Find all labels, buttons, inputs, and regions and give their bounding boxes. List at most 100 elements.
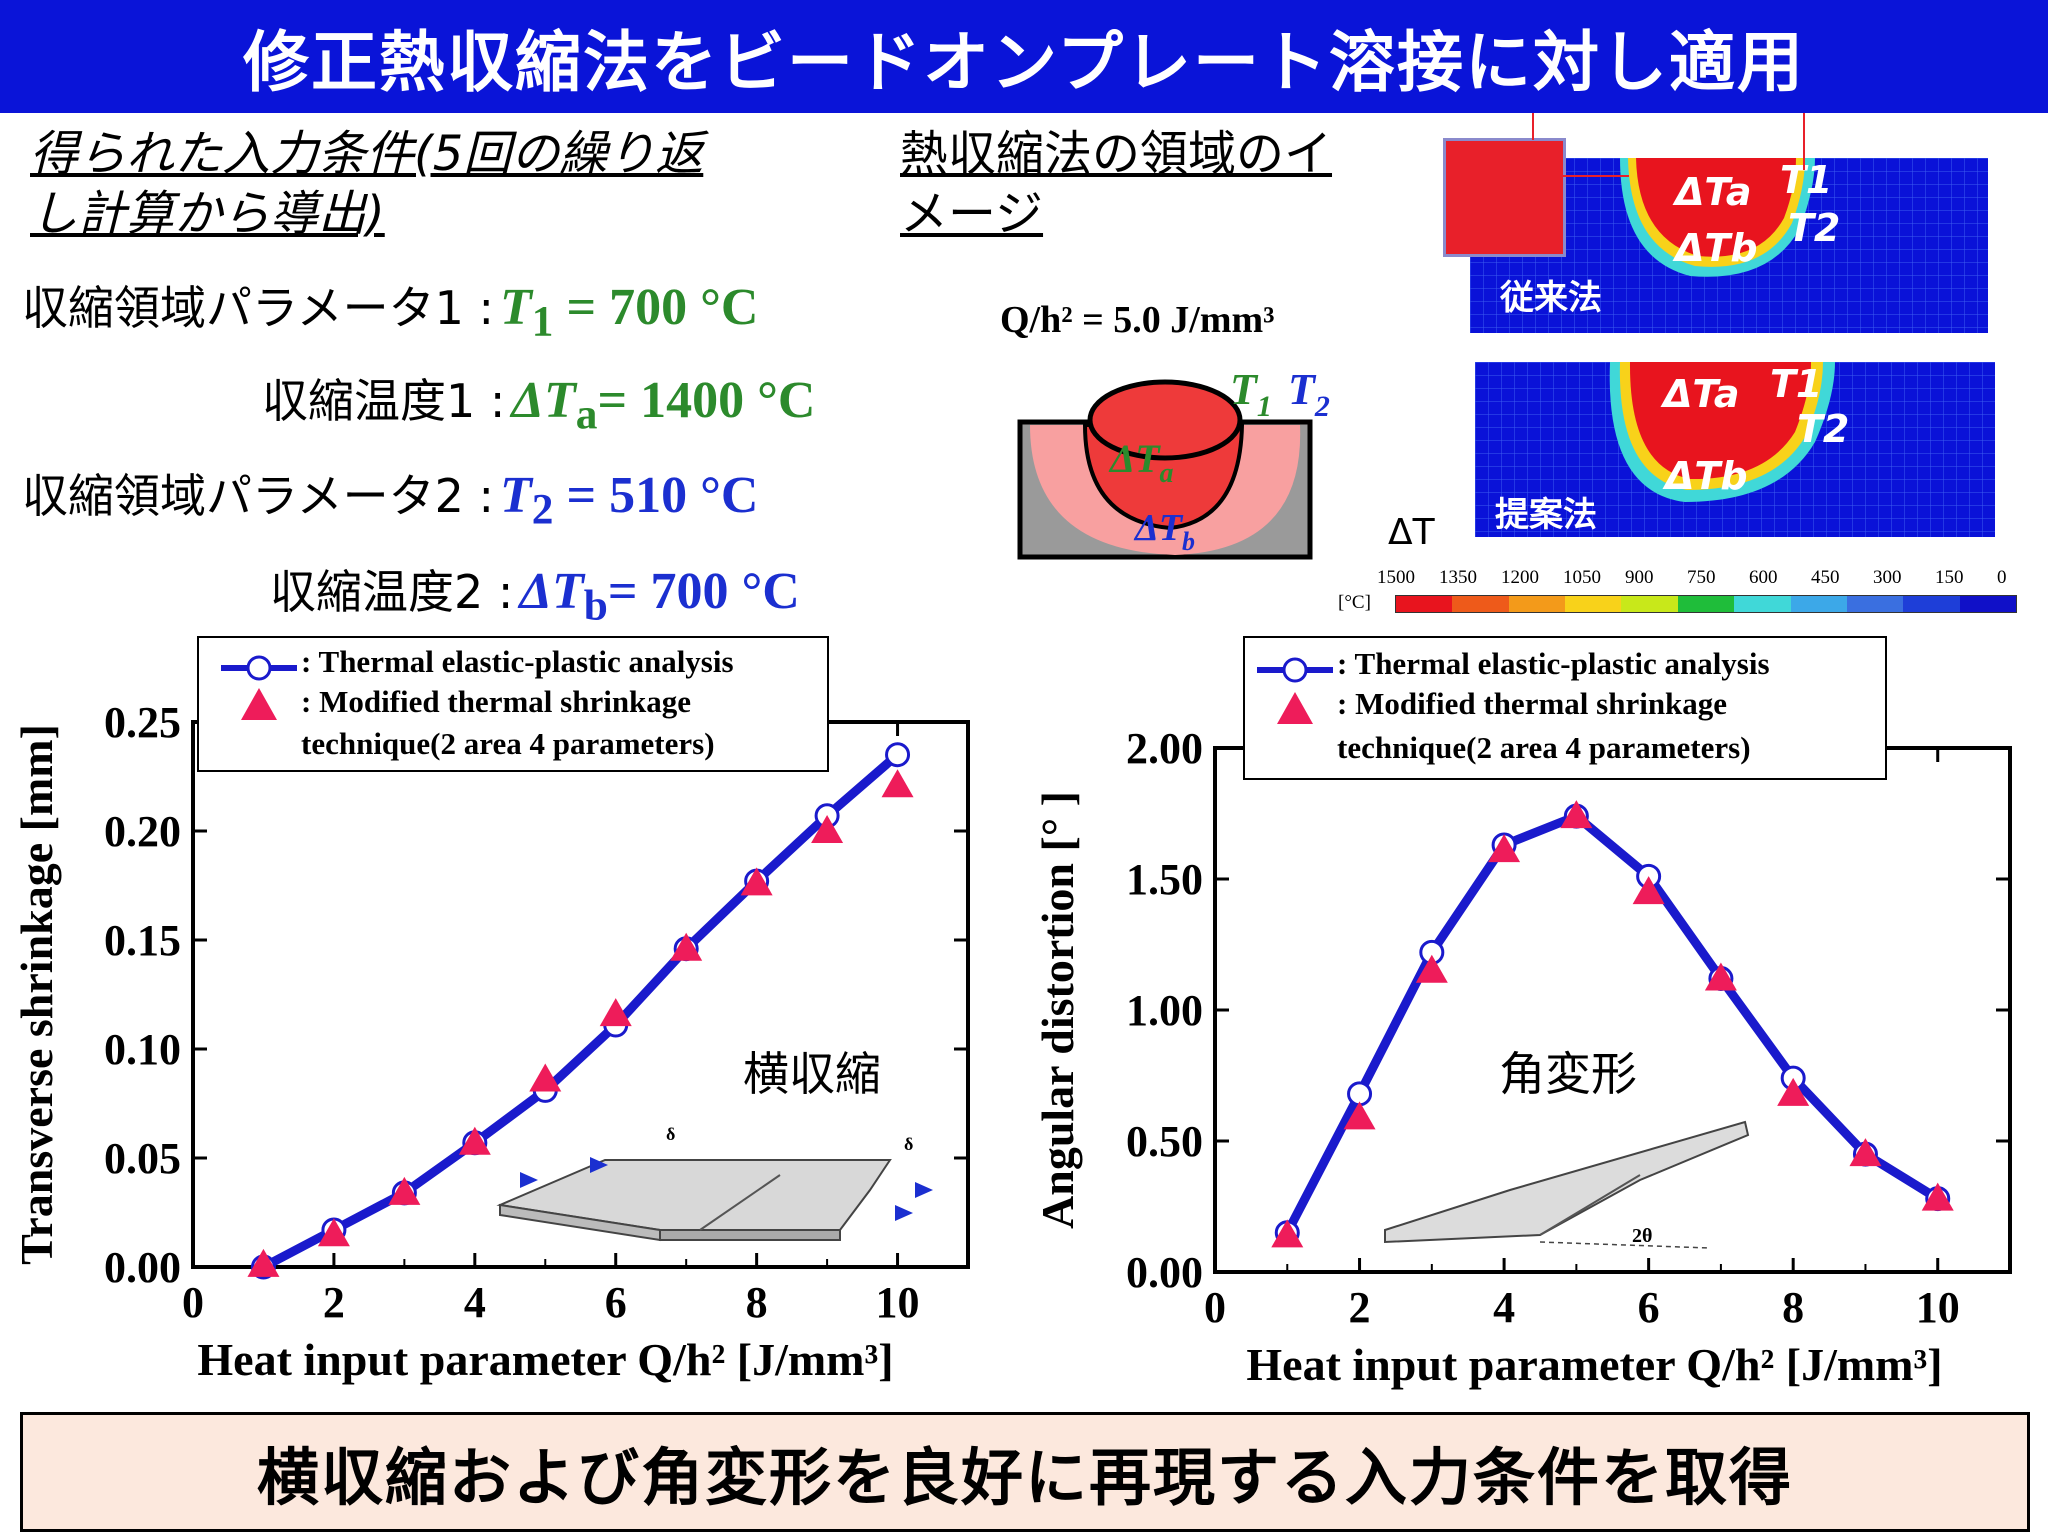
- mts-point: [1343, 1101, 1376, 1130]
- weld-line: [1539, 1174, 1641, 1236]
- chart-transverse-shrinkage: 0 2 4 6 8 10 0.00 0.05 0.10 0.15 0.20 0.25 Heat inpu…: [11, 698, 970, 1385]
- mts-point: [881, 769, 914, 798]
- schematic-dta: ΔTa: [1108, 436, 1174, 489]
- plate-sketch-distortion: 2θ: [1384, 1120, 1750, 1249]
- colorbar-segment: [1621, 596, 1678, 612]
- param-row-t2: 収縮領域パラメータ2 : T2 = 510 °C: [22, 460, 758, 534]
- sim-top-dta: ΔTa: [1675, 170, 1752, 214]
- mts-point: [670, 932, 703, 961]
- mts-point: [1271, 1219, 1304, 1248]
- conditions-heading: 得られた入力条件(5回の繰り返 し計算から導出): [30, 124, 703, 244]
- colorbar-segment: [1734, 596, 1791, 612]
- y-tick-label: 0.25: [104, 698, 181, 747]
- colorbar-segment: [1903, 596, 1960, 612]
- mts-point: [317, 1218, 350, 1247]
- x-tick-label: 8: [746, 1278, 768, 1327]
- x-tick-label: 10: [1916, 1283, 1960, 1332]
- legend-chart2: : Thermal elastic-plastic analysis : Mod…: [1243, 636, 1887, 780]
- x-tick-label: 4: [464, 1278, 486, 1327]
- legend-triangle-marker: [241, 688, 277, 720]
- colorbar-segment: [1677, 596, 1735, 612]
- schematic-dtb: ΔTb: [1133, 507, 1195, 556]
- mts-point: [1488, 834, 1521, 863]
- colorbar-tick-label: 150: [1935, 567, 1964, 588]
- sim-bottom-t1: T1: [1770, 362, 1823, 406]
- colorbar-ticks: 1500 1350 1200 1050 900 750 600 450 300 150 0: [1370, 567, 2020, 591]
- param-sub: b: [583, 581, 608, 630]
- sim-bottom-label: 提案法: [1495, 495, 1597, 535]
- param-label: 収縮温度2 :: [270, 565, 514, 619]
- y-tick-label: 0.00: [104, 1243, 181, 1292]
- conditions-heading-line2: し計算から導出): [30, 186, 385, 242]
- chart-annotation: 角変形: [1499, 1047, 1637, 1101]
- page-title: 修正熱収縮法をビードオンプレート溶接に対し適用: [242, 23, 1806, 101]
- param-number: = 700 °C: [607, 563, 800, 620]
- colorbar-tick-label: 1050: [1563, 567, 1601, 588]
- conclusion-text: 横収縮および角変形を良好に再現する入力条件を取得: [256, 1441, 1793, 1514]
- colorbar-tick-label: 1500: [1377, 567, 1415, 588]
- colorbar-tick-label: 750: [1687, 567, 1716, 588]
- weld-bead: [1087, 379, 1243, 461]
- param-row-t1: 収縮領域パラメータ1 : T1 = 700 °C: [22, 272, 758, 346]
- mts-point: [1415, 954, 1448, 983]
- title-banner: 修正熱収縮法をビードオンプレート溶接に対し適用: [0, 0, 2048, 113]
- colorbar-segment: [1846, 596, 1904, 612]
- mts-point: [1849, 1138, 1882, 1167]
- sim-bottom-dta: ΔTa: [1663, 372, 1740, 416]
- x-tick-label: 6: [1638, 1283, 1660, 1332]
- mts-point: [1560, 800, 1593, 829]
- param-row-dta: 収縮温度1 : ΔTa= 1400 °C: [262, 365, 815, 439]
- chart-annotation: 横収縮: [743, 1047, 881, 1101]
- legend-tep-label: : Thermal elastic-plastic analysis: [1337, 646, 1770, 681]
- sim-top-t1: T1: [1780, 158, 1833, 202]
- legend-line-marker: [221, 655, 297, 681]
- legend-mts-label2: technique(2 area 4 parameters): [1337, 730, 1751, 765]
- sim-contour-proposed: [1475, 362, 1995, 537]
- image-heading-line1: 熱収縮法の領域のイ: [900, 126, 1333, 182]
- weld-schematic: ΔTa ΔTb: [1017, 379, 1313, 560]
- heat-source-line-right: [1803, 113, 1805, 170]
- shrink-arrow: [895, 1205, 913, 1221]
- mts-point: [1777, 1077, 1810, 1106]
- mts-point: [247, 1248, 280, 1277]
- y-tick-label: 0.05: [104, 1134, 181, 1183]
- theta-label: 2θ: [1632, 1225, 1652, 1247]
- param-symbol: T: [500, 279, 532, 336]
- legend-mts-label2: technique(2 area 4 parameters): [301, 726, 715, 761]
- legend-chart1: : Thermal elastic-plastic analysis : Mod…: [197, 636, 829, 772]
- image-heading: 熱収縮法の領域のイ メージ: [900, 124, 1332, 244]
- colorbar-tick-label: 600: [1749, 567, 1778, 588]
- y-tick-label: 0.20: [104, 807, 181, 856]
- weld-line: [699, 1174, 781, 1231]
- sim-bottom-dtb: ΔTb: [1665, 454, 1748, 498]
- shrink-arrow: [915, 1182, 933, 1198]
- heat-source-box: [1443, 138, 1566, 257]
- param-value: ΔTb= 700 °C: [519, 562, 799, 630]
- colorbar: [1395, 595, 2017, 613]
- sim-top-label: 従来法: [1500, 278, 1602, 318]
- colorbar-segment: [1959, 596, 2016, 612]
- schematic-t-labels: T1 T2: [1230, 365, 1330, 423]
- param-label: 収縮領域パラメータ2 :: [22, 469, 495, 523]
- mts-point: [458, 1126, 491, 1155]
- schematic-t1: T1: [1230, 365, 1272, 423]
- param-number: = 510 °C: [553, 467, 759, 524]
- delta-label: δ: [666, 1124, 675, 1144]
- y-tick-label: 0.10: [104, 1025, 181, 1074]
- x-tick-label: 2: [323, 1278, 345, 1327]
- y-axis-label: Angular distortion [° ]: [1032, 791, 1083, 1229]
- y-tick-label: 1.50: [1126, 855, 1203, 904]
- shrink-arrow: [520, 1172, 538, 1188]
- mts-point: [599, 998, 632, 1027]
- y-tick-label: 0.15: [104, 916, 181, 965]
- colorbar-tick-label: 0: [1997, 567, 2007, 588]
- param-symbol: ΔT: [519, 563, 584, 620]
- x-tick-label: 2: [1349, 1283, 1371, 1332]
- param-sub: 2: [531, 485, 554, 534]
- colorbar-segment: [1565, 596, 1622, 612]
- x-tick-label: 0: [182, 1278, 204, 1327]
- param-number: = 1400 °C: [597, 372, 816, 429]
- mts-point: [529, 1063, 562, 1092]
- legend-triangle-marker: [1277, 692, 1313, 724]
